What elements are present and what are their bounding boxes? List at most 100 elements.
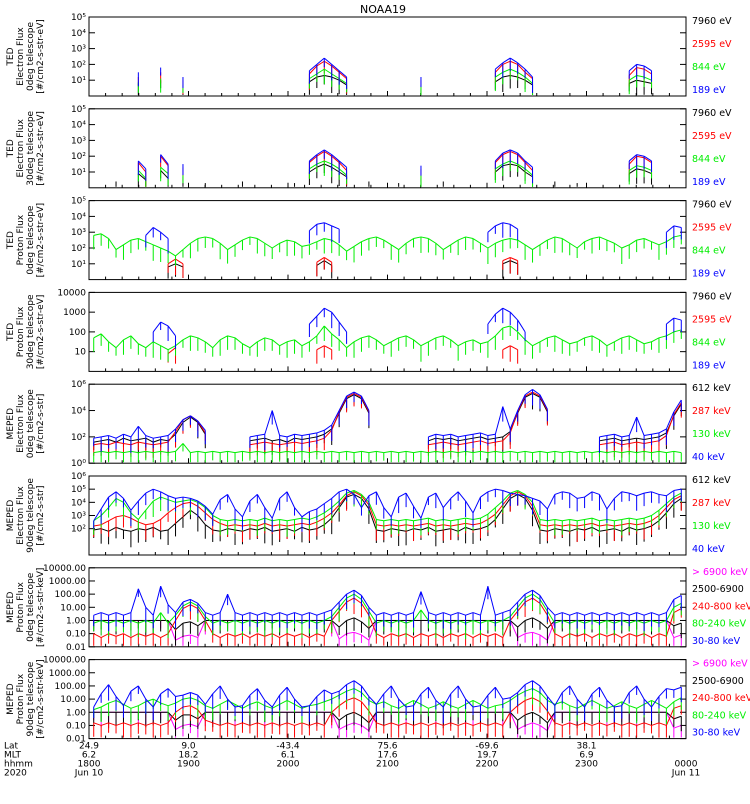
data-segment: [309, 155, 318, 163]
data-segment: [234, 633, 243, 637]
data-segment: [324, 74, 332, 78]
data-segment: [338, 397, 348, 413]
data-segment: [383, 633, 392, 639]
data-segment: [219, 619, 228, 624]
data-segment: [175, 635, 184, 641]
x-tick-lat: -43.4: [276, 742, 300, 752]
data-segment: [249, 518, 258, 522]
legend-entry: 844 eV: [692, 62, 726, 73]
data-segment: [234, 239, 243, 246]
data-segment: [628, 75, 637, 81]
data-segment: [391, 450, 399, 454]
data-segment: [249, 688, 258, 696]
chart-title: NOAA19: [360, 3, 406, 16]
data-segment: [465, 698, 474, 708]
y-axis-label-line: Proton Flux: [16, 581, 26, 632]
data-segment: [331, 64, 340, 72]
data-segment: [510, 160, 518, 165]
data-segment: [495, 165, 504, 173]
data-segment: [487, 313, 496, 325]
data-segment: [532, 617, 541, 623]
data-segment: [517, 714, 526, 721]
data-segment: [137, 170, 147, 179]
data-segment: [272, 450, 280, 454]
data-segment: [502, 260, 511, 265]
data-segment: [205, 450, 213, 454]
legend-entry: 287 keV: [692, 498, 731, 509]
data-segment: [584, 522, 593, 526]
y-tick-label: 100: [69, 328, 86, 338]
data-segment: [584, 693, 593, 708]
data-segment: [457, 612, 466, 616]
data-segment: [569, 528, 578, 532]
y-tick-label: 10³: [71, 136, 86, 146]
data-segment: [331, 410, 340, 426]
data-segment: [204, 341, 214, 349]
data-segment: [532, 450, 541, 454]
data-segment: [324, 222, 332, 227]
y-tick-label: 10²: [71, 152, 86, 162]
data-segment: [465, 500, 474, 514]
data-segment: [190, 509, 199, 516]
data-segment: [383, 507, 392, 518]
legend-entry: 30-80 keV: [692, 728, 741, 739]
data-segment: [398, 492, 407, 498]
y-axis-label-line: TED: [6, 323, 16, 342]
data-segment: [331, 690, 340, 695]
data-segment: [502, 160, 511, 165]
data-segment: [182, 496, 191, 499]
data-segment: [160, 450, 169, 454]
data-segment: [338, 395, 348, 411]
data-segment: [123, 498, 132, 511]
data-segment: [130, 528, 139, 532]
data-segment: [651, 722, 660, 726]
data-segment: [331, 507, 340, 519]
data-segment: [413, 722, 422, 726]
data-segment: [502, 609, 511, 614]
data-segment: [472, 612, 481, 616]
data-segment: [487, 507, 496, 515]
data-segment: [666, 317, 675, 325]
data-segment: [167, 614, 176, 624]
data-segment: [346, 631, 355, 635]
data-segment: [666, 225, 675, 233]
data-segment: [562, 619, 570, 624]
data-segment: [510, 257, 518, 262]
legend-entry: 130 keV: [692, 521, 731, 532]
data-segment: [368, 620, 377, 641]
data-segment: [502, 307, 511, 313]
data-segment: [346, 450, 355, 454]
data-segment: [123, 502, 132, 514]
data-segment: [517, 601, 526, 612]
data-segment: [621, 491, 630, 494]
data-segment: [294, 619, 303, 624]
data-segment: [465, 517, 474, 520]
data-segment: [651, 520, 660, 527]
y-axis-label-line: 0deg telescope: [26, 389, 36, 459]
y-axis-label-line: Electron Flux: [16, 118, 26, 177]
data-segment: [123, 442, 131, 446]
data-segment: [272, 619, 280, 624]
data-segment: [398, 529, 407, 532]
data-segment: [636, 492, 645, 497]
data-segment: [643, 633, 652, 639]
data-segment: [502, 345, 511, 351]
data-segment: [272, 518, 280, 522]
data-segment: [554, 619, 563, 624]
data-segment: [137, 509, 147, 520]
data-segment: [324, 163, 332, 168]
data-segment: [509, 57, 518, 64]
data-segment: [517, 597, 526, 608]
data-segment: [599, 722, 608, 726]
data-segment: [532, 497, 541, 502]
data-segment: [353, 722, 362, 726]
data-segment: [137, 492, 147, 502]
y-tick-label: 10.00: [60, 695, 86, 705]
legend-entry: > 6900 keV: [692, 659, 748, 670]
data-segment: [509, 692, 518, 699]
data-segment: [130, 450, 139, 454]
data-segment: [576, 619, 585, 624]
data-segment: [532, 391, 541, 397]
data-segment: [524, 498, 533, 511]
y-tick-label: 10⁴: [71, 498, 86, 508]
